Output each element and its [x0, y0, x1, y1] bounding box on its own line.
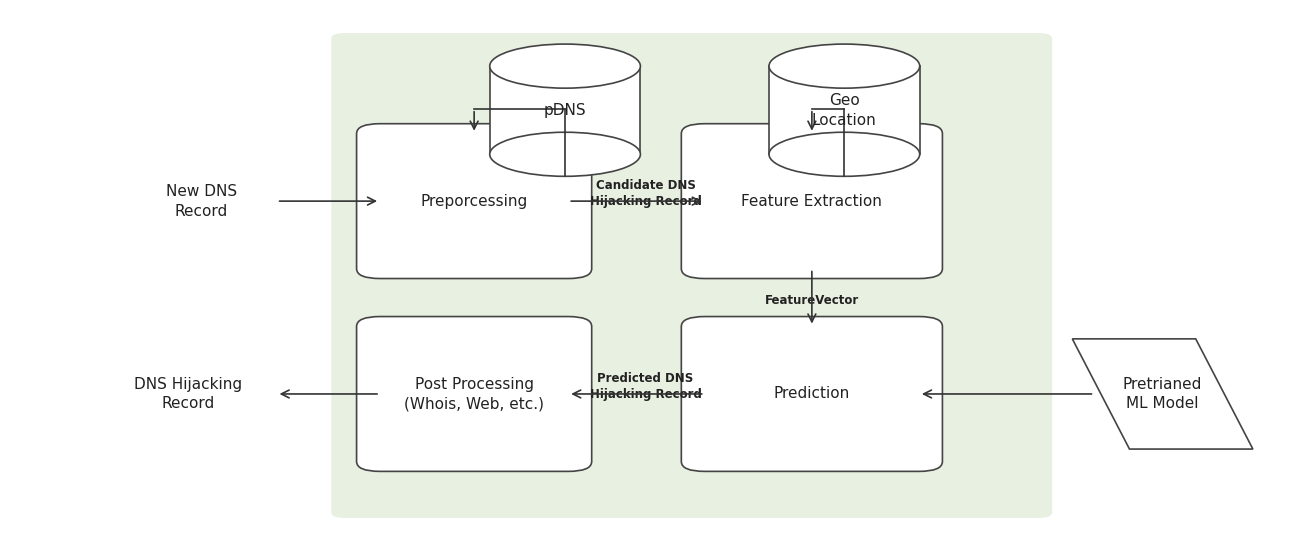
Text: Geo
Location: Geo Location [812, 93, 877, 128]
Text: FeatureVector: FeatureVector [765, 294, 859, 307]
Text: pDNS: pDNS [544, 102, 586, 118]
FancyBboxPatch shape [681, 316, 943, 472]
Text: Feature Extraction: Feature Extraction [742, 193, 882, 209]
Text: DNS Hijacking
Record: DNS Hijacking Record [134, 376, 243, 412]
FancyBboxPatch shape [356, 316, 591, 472]
FancyBboxPatch shape [681, 124, 943, 279]
Ellipse shape [490, 44, 640, 88]
Text: Preporcessing: Preporcessing [421, 193, 527, 209]
Ellipse shape [769, 44, 920, 88]
Polygon shape [1072, 339, 1252, 449]
Ellipse shape [769, 132, 920, 176]
FancyBboxPatch shape [356, 124, 591, 279]
Text: New DNS
Record: New DNS Record [166, 183, 236, 219]
Ellipse shape [490, 132, 640, 176]
Polygon shape [490, 66, 640, 154]
Text: Prediction: Prediction [774, 386, 850, 402]
Text: Post Processing
(Whois, Web, etc.): Post Processing (Whois, Web, etc.) [404, 376, 544, 412]
Text: Predicted DNS
Hijacking Record: Predicted DNS Hijacking Record [590, 372, 701, 401]
Text: Pretrianed
ML Model: Pretrianed ML Model [1122, 376, 1203, 412]
FancyBboxPatch shape [331, 33, 1052, 518]
Polygon shape [769, 66, 920, 154]
Text: Candidate DNS
Hijacking Record: Candidate DNS Hijacking Record [590, 180, 701, 208]
